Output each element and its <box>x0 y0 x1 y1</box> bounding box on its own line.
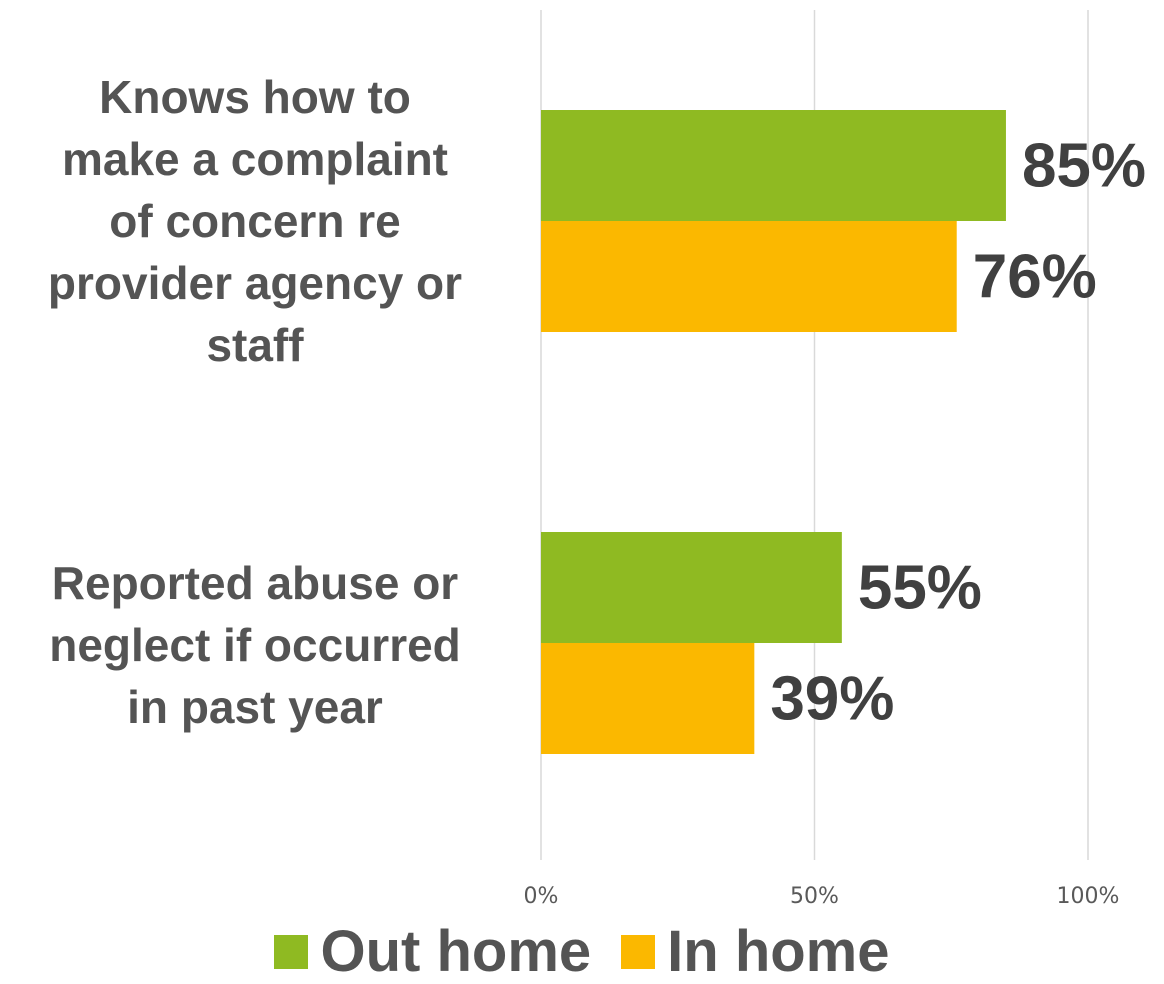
x-tick-label-2: 100% <box>1057 884 1120 909</box>
value-label-1-0: 55% <box>858 554 982 623</box>
category-label-abuse-report: Reported abuse or neglect if occurred in p… <box>10 552 500 738</box>
category-label-line: make a complaint <box>61 133 449 185</box>
category-label-complaint: Knows how to make a complaint of concern r… <box>10 66 500 376</box>
category-label-line: of concern re <box>109 195 401 247</box>
bar-0-1 <box>541 221 957 332</box>
legend-label-in-home: In home <box>667 919 890 984</box>
category-label-line: neglect if occurred <box>49 619 461 671</box>
category-label-line: in past year <box>127 681 383 733</box>
x-axis-tick-labels: 0% 50% 100% <box>524 884 1120 909</box>
x-tick-label-0: 0% <box>524 884 559 909</box>
value-label-0-1: 76% <box>973 243 1097 312</box>
value-label-1-1: 39% <box>770 665 894 734</box>
value-label-0-0: 85% <box>1022 132 1146 201</box>
legend-item-in-home: In home <box>621 919 890 984</box>
x-tick-label-1: 50% <box>790 884 839 909</box>
legend-item-out-home: Out home <box>274 922 591 982</box>
bar-1-1 <box>541 643 755 754</box>
legend: Out home In home <box>0 922 1164 982</box>
category-label-line: provider agency or <box>47 257 463 309</box>
category-label-line: staff <box>206 319 304 371</box>
legend-label-out-home: Out home <box>320 919 592 984</box>
category-label-line: Reported abuse or <box>51 557 459 609</box>
legend-swatch-out-home <box>274 935 309 969</box>
bars <box>541 110 1006 754</box>
legend-swatch-in-home <box>621 935 656 969</box>
category-label-line: Knows how to <box>99 71 411 123</box>
bar-1-0 <box>541 532 842 643</box>
value-labels: 85% 76% 55% 39% <box>770 132 1146 734</box>
bar-0-0 <box>541 110 1006 221</box>
